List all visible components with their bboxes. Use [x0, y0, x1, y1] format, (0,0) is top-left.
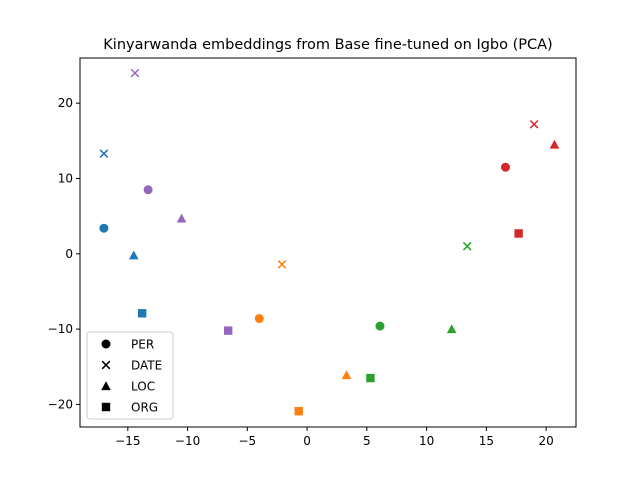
point-circle — [500, 162, 510, 172]
legend-label: ORG — [131, 401, 158, 415]
point-triangle — [549, 139, 560, 149]
point-square — [137, 309, 147, 318]
point-x — [130, 68, 140, 78]
legend-label: LOC — [131, 380, 155, 394]
legend: PER DATE LOC ORG — [86, 331, 174, 420]
legend-box — [86, 331, 174, 420]
point-square — [366, 373, 375, 383]
point-square — [514, 229, 523, 238]
legend-marker-circle — [101, 339, 111, 349]
x-axis: −15 −10 −5 0 5 10 15 20 — [115, 427, 554, 448]
point-circle — [254, 314, 264, 324]
x-tick-label: −15 — [115, 434, 140, 448]
point-circle — [99, 223, 109, 233]
data-points — [99, 68, 560, 416]
point-triangle — [176, 213, 187, 223]
y-tick-label: −10 — [48, 322, 73, 336]
legend-marker-x — [101, 360, 111, 370]
point-x — [462, 241, 472, 251]
y-tick-label: 10 — [58, 171, 73, 185]
legend-marker-square — [101, 402, 111, 412]
x-tick-label: −5 — [238, 434, 256, 448]
point-x — [529, 119, 539, 129]
x-tick-label: 15 — [479, 434, 494, 448]
x-tick-label: −10 — [175, 434, 200, 448]
legend-marker-triangle — [101, 381, 111, 391]
y-axis: −20 −10 0 10 20 — [48, 96, 80, 411]
point-triangle — [341, 370, 352, 380]
x-tick-label: 10 — [419, 434, 434, 448]
plot-area-frame — [79, 57, 577, 428]
y-tick-label: 0 — [65, 247, 73, 261]
y-tick-label: 20 — [58, 96, 73, 110]
point-square — [294, 406, 303, 416]
point-x — [277, 260, 287, 269]
legend-label: DATE — [131, 359, 162, 373]
x-tick-label: 20 — [538, 434, 553, 448]
legend-label: PER — [131, 338, 154, 352]
x-tick-label: 0 — [303, 434, 311, 448]
point-x — [99, 149, 109, 158]
y-tick-label: −20 — [48, 397, 73, 411]
point-triangle — [446, 324, 457, 334]
point-circle — [143, 185, 153, 195]
x-tick-label: 5 — [363, 434, 371, 448]
point-square — [224, 326, 233, 335]
point-triangle — [128, 250, 139, 260]
point-circle — [375, 321, 385, 331]
chart-title: Kinyarwanda embeddings from Base fine-tu… — [103, 37, 552, 53]
